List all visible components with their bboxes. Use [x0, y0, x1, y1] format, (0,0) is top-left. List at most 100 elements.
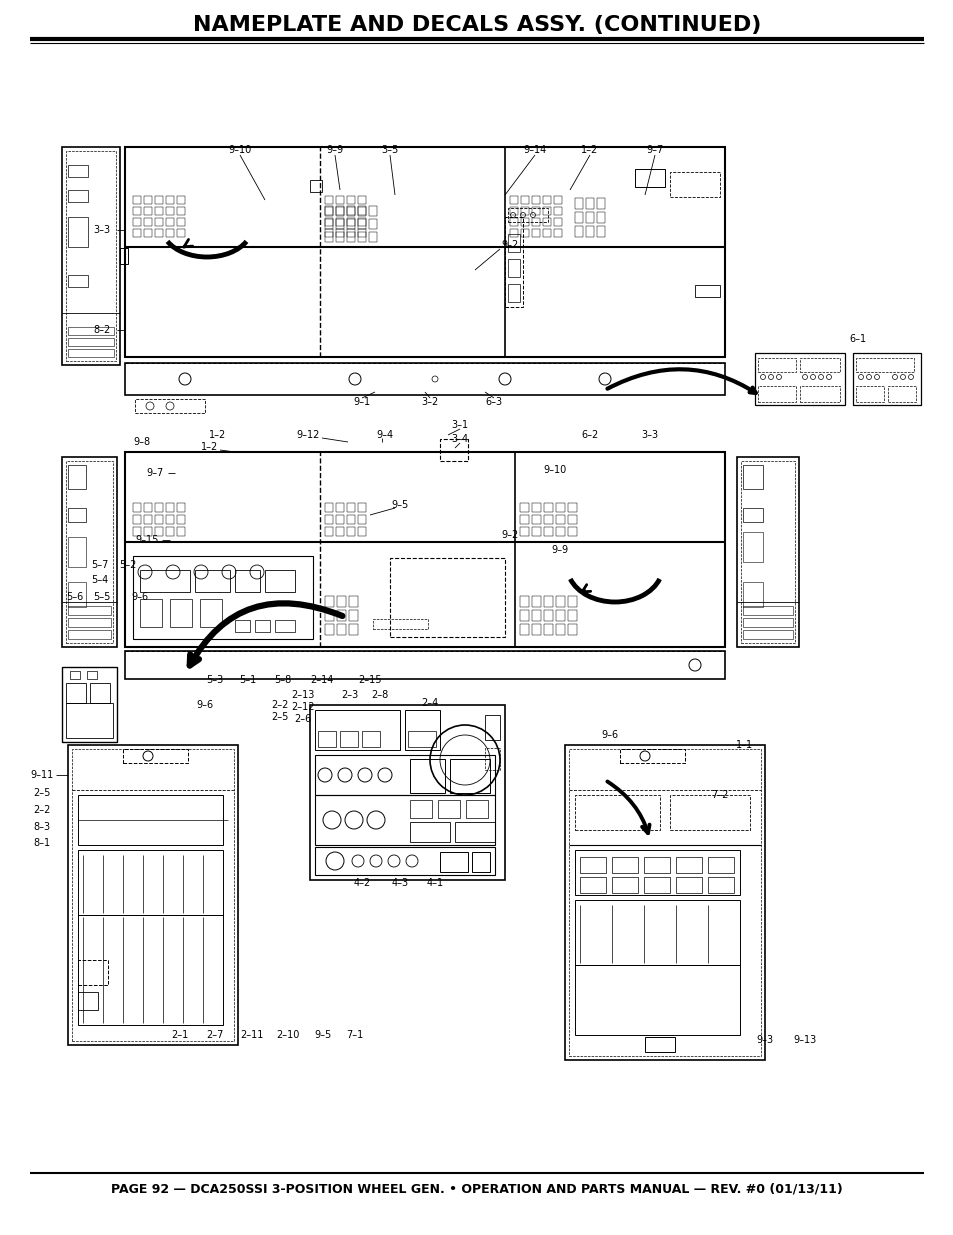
Bar: [758, 358, 795, 372]
Text: 5–4: 5–4: [91, 576, 109, 585]
Bar: [317, 731, 335, 747]
Bar: [62, 457, 117, 647]
Bar: [408, 731, 436, 747]
Bar: [166, 207, 173, 215]
Bar: [507, 259, 519, 277]
Bar: [154, 503, 163, 513]
Bar: [484, 715, 499, 740]
Text: 1–2: 1–2: [201, 442, 218, 452]
Bar: [357, 207, 366, 215]
Bar: [347, 207, 355, 215]
Bar: [450, 760, 490, 793]
Bar: [556, 624, 564, 635]
Bar: [200, 599, 222, 627]
Bar: [556, 515, 564, 524]
Bar: [519, 597, 529, 606]
Bar: [369, 232, 376, 242]
Bar: [68, 745, 237, 1045]
Bar: [887, 387, 915, 403]
Text: 5–1: 5–1: [239, 676, 256, 685]
Bar: [472, 852, 490, 872]
Bar: [597, 198, 604, 209]
Text: 9–6: 9–6: [132, 592, 149, 601]
Bar: [543, 527, 553, 536]
Bar: [144, 219, 152, 226]
Text: 4–3: 4–3: [391, 878, 408, 888]
Bar: [543, 503, 553, 513]
Bar: [78, 915, 223, 1025]
Bar: [132, 228, 141, 237]
Bar: [695, 285, 720, 296]
Bar: [335, 228, 344, 237]
Bar: [390, 558, 504, 637]
Bar: [575, 226, 582, 237]
Bar: [644, 1037, 675, 1052]
Bar: [737, 457, 799, 647]
Bar: [676, 877, 701, 893]
Text: 6–1: 6–1: [848, 333, 865, 345]
Text: 2–13: 2–13: [291, 690, 314, 700]
Bar: [336, 597, 346, 606]
Bar: [357, 206, 366, 216]
Text: 4–2: 4–2: [353, 878, 370, 888]
Bar: [90, 683, 110, 703]
Text: 9–4: 9–4: [376, 430, 394, 440]
Bar: [520, 196, 529, 204]
Text: 2–15: 2–15: [358, 676, 381, 685]
Text: 2–7: 2–7: [206, 1030, 223, 1040]
Text: 8–1: 8–1: [33, 839, 51, 848]
Bar: [347, 219, 355, 228]
Bar: [347, 219, 355, 226]
Bar: [405, 710, 439, 750]
Text: 5–3: 5–3: [206, 676, 223, 685]
Text: 2–12: 2–12: [291, 701, 314, 713]
Text: 2–14: 2–14: [310, 676, 334, 685]
Bar: [154, 196, 163, 204]
Bar: [579, 857, 605, 873]
Bar: [532, 624, 540, 635]
Bar: [542, 228, 551, 237]
Bar: [274, 620, 294, 632]
Bar: [132, 503, 141, 513]
Bar: [410, 800, 432, 818]
Bar: [166, 515, 173, 524]
Bar: [144, 207, 152, 215]
Text: 6–3: 6–3: [485, 396, 502, 408]
Bar: [575, 795, 659, 830]
Bar: [410, 823, 450, 842]
Text: NAMEPLATE AND DECALS ASSY. (CONTINUED): NAMEPLATE AND DECALS ASSY. (CONTINUED): [193, 15, 760, 35]
Bar: [619, 748, 684, 763]
Bar: [335, 207, 344, 215]
Text: 1–2: 1–2: [580, 144, 598, 156]
Bar: [707, 877, 733, 893]
Bar: [154, 228, 163, 237]
Bar: [70, 671, 80, 679]
Bar: [325, 219, 333, 228]
Text: 2–8: 2–8: [371, 690, 388, 700]
Bar: [335, 232, 344, 242]
Text: 9–7: 9–7: [646, 144, 663, 156]
Text: 9–9: 9–9: [551, 545, 568, 555]
Bar: [742, 582, 762, 606]
Bar: [510, 228, 517, 237]
Bar: [135, 399, 205, 412]
Bar: [140, 571, 190, 592]
Bar: [532, 219, 539, 226]
Text: 3–3: 3–3: [93, 225, 111, 235]
Bar: [742, 618, 792, 627]
Bar: [68, 275, 88, 287]
Bar: [556, 503, 564, 513]
Bar: [314, 795, 495, 845]
Text: 3–2: 3–2: [421, 396, 438, 408]
Bar: [520, 219, 529, 226]
Bar: [68, 350, 113, 357]
Bar: [520, 228, 529, 237]
Bar: [144, 503, 152, 513]
Bar: [585, 212, 594, 224]
Bar: [373, 619, 428, 629]
Bar: [643, 877, 669, 893]
Bar: [575, 212, 582, 224]
Bar: [740, 461, 794, 643]
Bar: [510, 196, 517, 204]
Text: 9–6: 9–6: [196, 700, 213, 710]
